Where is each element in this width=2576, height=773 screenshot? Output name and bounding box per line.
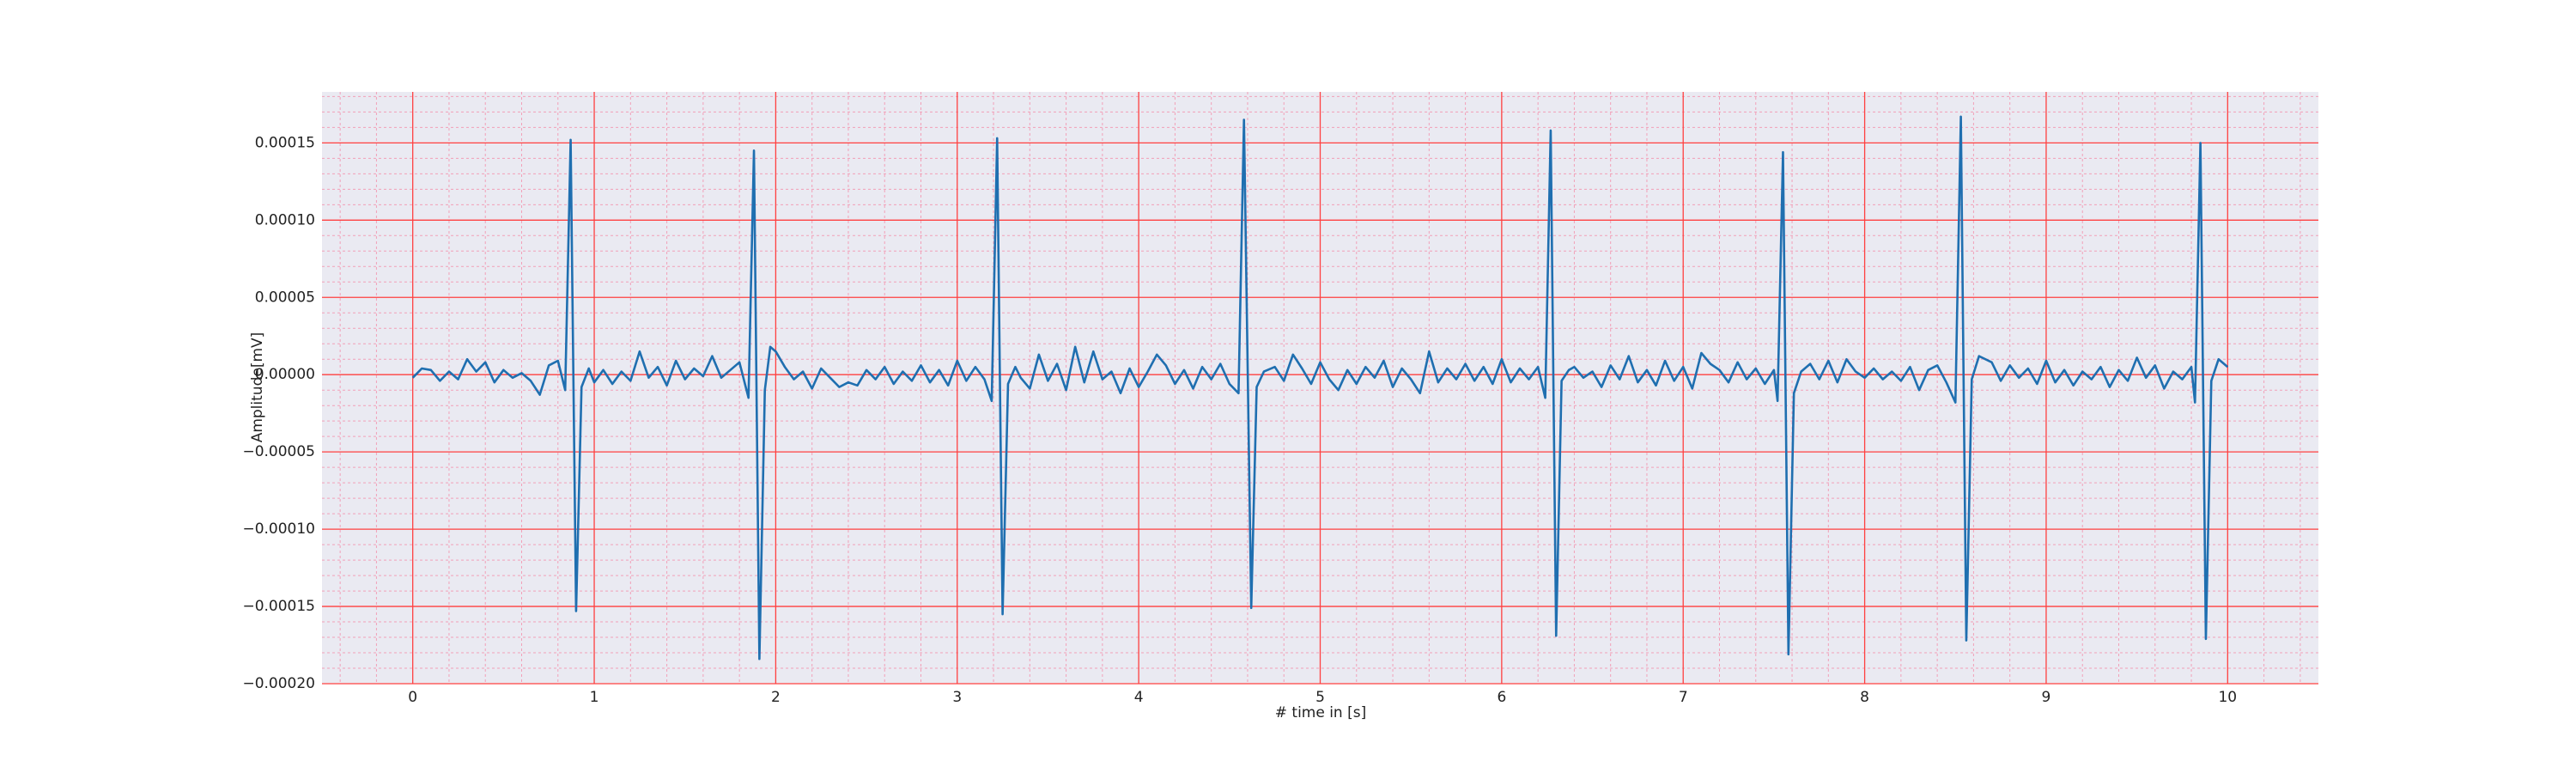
y-tick-label: 0.00010 [255, 211, 315, 228]
x-axis-label: # time in [s] [1275, 704, 1366, 721]
x-tick-label: 6 [1497, 689, 1506, 706]
x-tick-label: 1 [590, 689, 599, 706]
x-tick-label: 8 [1860, 689, 1869, 706]
y-tick-label: 0.00000 [255, 366, 315, 383]
y-tick-label: −0.00015 [242, 598, 315, 615]
y-tick-label: 0.00015 [255, 134, 315, 151]
x-tick-label: 5 [1315, 689, 1325, 706]
x-tick-label: 10 [2218, 689, 2237, 706]
y-tick-label: −0.00020 [242, 675, 315, 692]
x-tick-label: 2 [771, 689, 781, 706]
y-tick-label: −0.00005 [242, 443, 315, 460]
x-tick-label: 7 [1679, 689, 1688, 706]
x-tick-label: 9 [2042, 689, 2051, 706]
y-axis-label: Amplitude[mV] [249, 332, 266, 443]
x-tick-label: 0 [408, 689, 417, 706]
x-tick-label: 4 [1134, 689, 1144, 706]
y-tick-label: 0.00005 [255, 289, 315, 306]
y-tick-label: −0.00010 [242, 520, 315, 538]
line-series [411, 115, 2229, 660]
x-tick-label: 3 [952, 689, 962, 706]
